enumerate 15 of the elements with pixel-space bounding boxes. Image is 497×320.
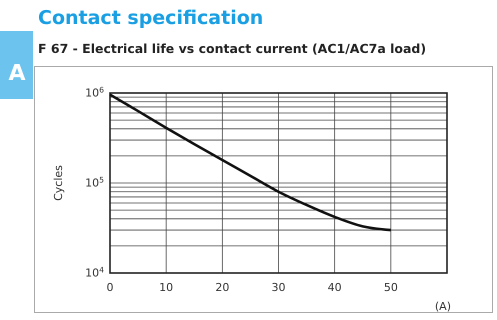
y-tick-label: 10$^{5}$: [85, 175, 104, 190]
line-series: [108, 93, 392, 232]
y-tick-label: 10$^{6}$: [85, 85, 104, 100]
x-tick-label: 20: [215, 280, 230, 294]
x-axis-title: (A): [434, 300, 451, 313]
x-tick-label: 30: [272, 280, 286, 294]
text: A: [8, 61, 26, 86]
y-axis-title: Cycles: [52, 164, 65, 201]
chart-title: Contact specification: [38, 7, 264, 29]
x-tick-label: 10: [159, 280, 174, 294]
chart-subtitle: F 67 - Electrical life vs contact current (AC1/AC7a load): [38, 41, 426, 56]
y-tick-label: 10$^{4}$: [85, 265, 104, 280]
x-tick-label: 50: [384, 280, 398, 294]
x-tick-label: 40: [328, 280, 342, 294]
x-tick-label: 0: [106, 280, 114, 294]
